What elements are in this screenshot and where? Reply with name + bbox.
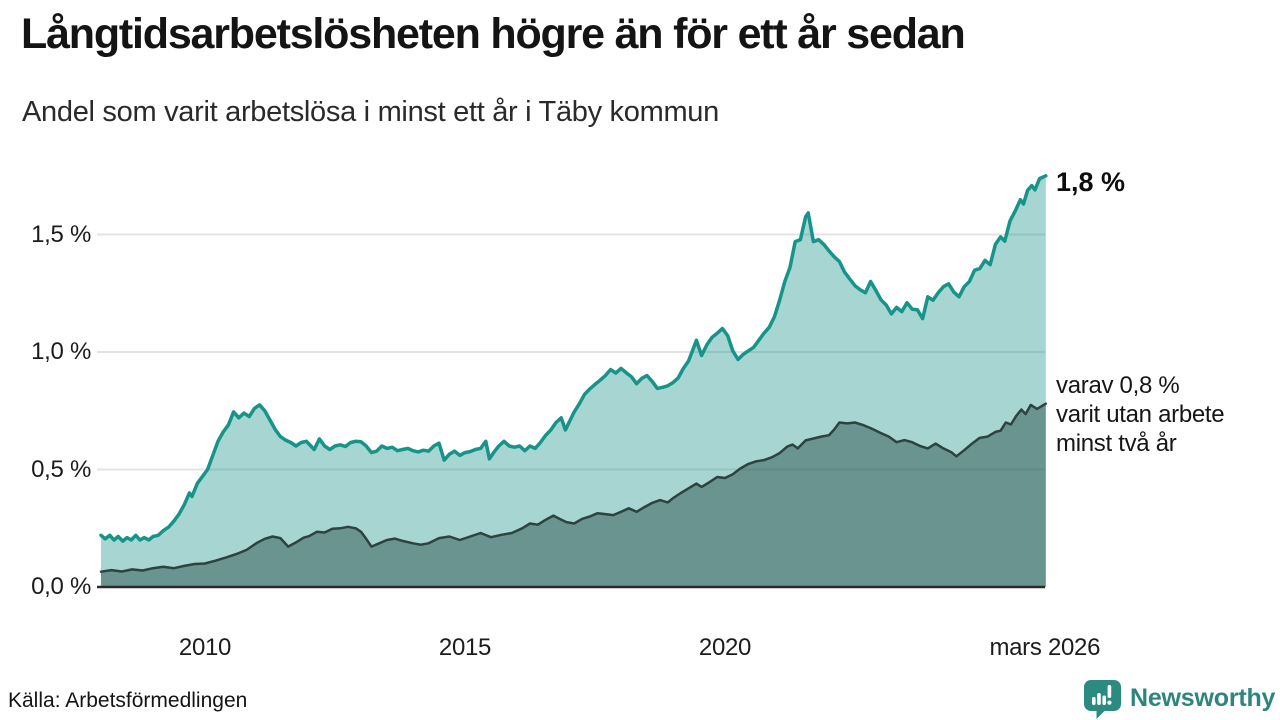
two-year-annotation: varav 0,8 % varit utan arbete minst två … (1056, 372, 1225, 457)
area-fill-2 (101, 403, 1046, 587)
y-axis-label: 0,5 % (31, 455, 91, 483)
y-axis-label: 0,0 % (31, 573, 91, 600)
source-note: Källa: Arbetsförmedlingen (8, 689, 248, 712)
x-axis-label: 2020 (698, 634, 752, 661)
newsworthy-logo-icon (1084, 679, 1121, 719)
newsworthy-wordmark: Newsworthy (1130, 683, 1276, 712)
x-axis-label: 2010 (178, 634, 232, 661)
y-axis-label: 1,0 % (31, 338, 91, 365)
series-line-2 (99, 402, 1048, 573)
newsworthy-logo: Newsworthy (1082, 676, 1275, 720)
page-title: Långtidsarbetslösheten högre än för ett … (21, 10, 966, 58)
y-axis-label: 1,5 % (31, 220, 91, 248)
latest-value-annotation: 1,8 % (1056, 167, 1126, 197)
area-fill-1 (101, 175, 1046, 588)
x-axis-label: mars 2026 (989, 634, 1101, 661)
x-axis-label: 2015 (438, 634, 492, 661)
series-line-1 (99, 174, 1048, 543)
chart-subtitle: Andel som varit arbetslösa i minst ett å… (22, 96, 719, 128)
